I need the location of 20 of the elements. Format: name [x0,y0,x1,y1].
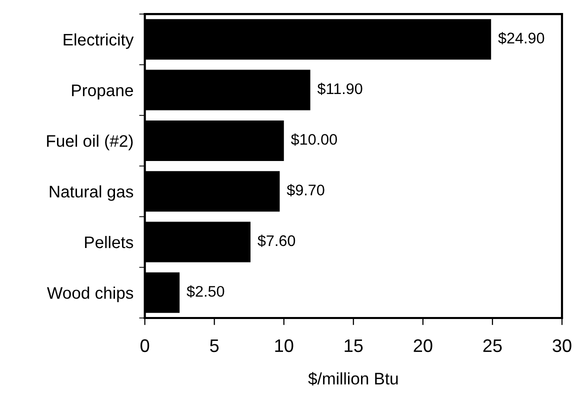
y-tick-label: Fuel oil (#2) [47,134,133,150]
y-tick-label: Propane [72,84,133,100]
y-tick-label: Electricity [64,33,134,49]
x-tick-label: 10 [275,339,294,352]
y-tick-label: Pellets [85,236,134,248]
data-label: $9.70 [286,184,324,196]
x-tick-label: 0 [140,339,150,352]
data-label: $7.60 [258,234,296,248]
x-tick-label: 15 [344,339,363,352]
data-label: $24.90 [498,32,544,44]
data-label: $2.50 [186,285,224,298]
x-tick-label: 30 [552,339,572,352]
x-tick-label: 20 [414,339,432,352]
y-tick-label: Wood chips [47,286,134,302]
x-tick-label: 5 [210,339,219,352]
y-tick-label: Natural gas [50,185,134,201]
x-tick-label: 25 [483,339,502,352]
data-label: $10.00 [290,133,337,146]
data-label: $11.90 [317,82,362,96]
x-axis-title: $/million Btu [308,372,398,386]
